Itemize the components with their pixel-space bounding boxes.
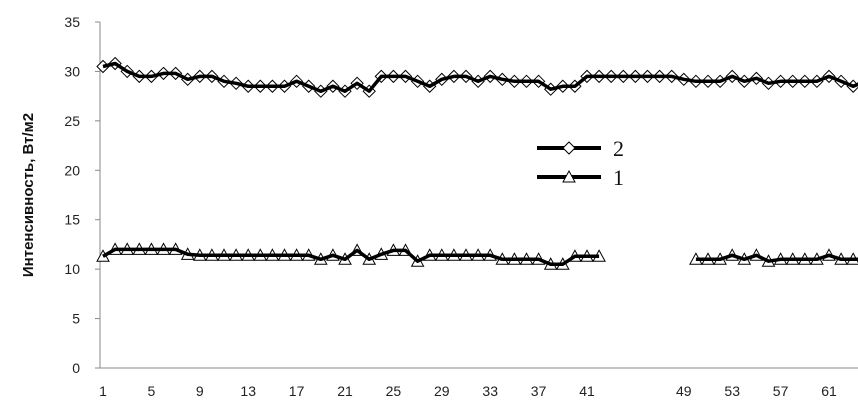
x-tick-label: 57 bbox=[773, 383, 789, 399]
x-tick-label: 37 bbox=[531, 383, 547, 399]
y-tick-label: 10 bbox=[64, 261, 80, 277]
series-line bbox=[102, 61, 858, 93]
x-tick-label: 61 bbox=[821, 383, 837, 399]
x-tick-label: 5 bbox=[148, 383, 156, 399]
y-tick-label: 25 bbox=[64, 113, 80, 129]
x-tick-label: 29 bbox=[434, 383, 450, 399]
triangle-marker bbox=[562, 169, 576, 183]
x-tick-label: 13 bbox=[240, 383, 256, 399]
x-tick-label: 9 bbox=[196, 383, 204, 399]
legend-label: 2 bbox=[613, 136, 624, 161]
x-tick-labels: 15913172125293337414953576165 bbox=[99, 383, 837, 399]
y-tick-label: 35 bbox=[64, 14, 80, 30]
x-tick-label: 1 bbox=[99, 383, 107, 399]
x-tick-label: 25 bbox=[386, 383, 402, 399]
y-axis-label: Интенсивность, Вт/м2 bbox=[20, 113, 37, 277]
y-tick-label: 20 bbox=[64, 162, 80, 178]
x-tick-label: 53 bbox=[724, 383, 740, 399]
series-1 bbox=[96, 242, 858, 270]
axes bbox=[99, 22, 858, 369]
series-line bbox=[102, 247, 600, 266]
legend: 21 bbox=[537, 136, 624, 190]
x-tick-label: 17 bbox=[289, 383, 305, 399]
y-tick-label: 0 bbox=[72, 360, 80, 376]
y-tick-labels: 0 5 10 15 20 25 30 35 bbox=[64, 14, 100, 376]
y-tick-label: 30 bbox=[64, 63, 80, 79]
x-tick-label: 33 bbox=[482, 383, 498, 399]
diamond-marker bbox=[562, 141, 576, 155]
y-tick-label: 15 bbox=[64, 212, 80, 228]
x-tick-label: 49 bbox=[676, 383, 692, 399]
y-tick-label: 5 bbox=[72, 311, 80, 327]
x-tick-label: 41 bbox=[579, 383, 595, 399]
x-tick-label: 21 bbox=[337, 383, 353, 399]
series-group bbox=[96, 56, 858, 270]
legend-label: 1 bbox=[613, 165, 624, 190]
series-2 bbox=[96, 56, 858, 98]
series-line bbox=[695, 253, 858, 263]
